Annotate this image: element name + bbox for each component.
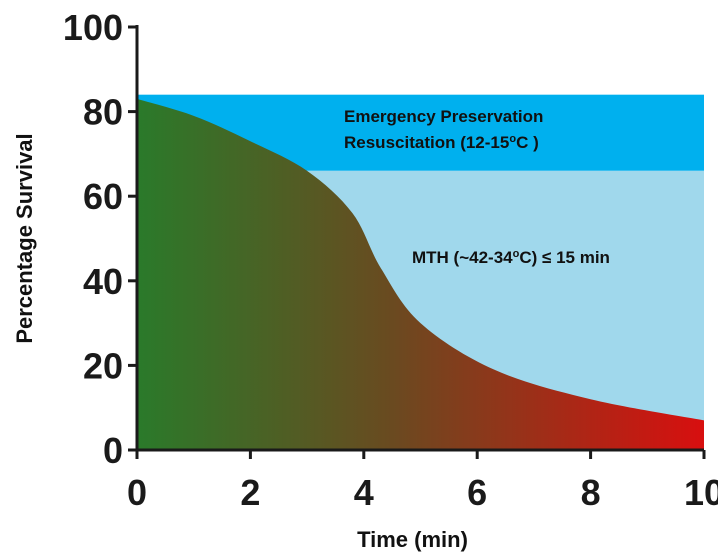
y-tick-label-0: 0	[103, 430, 123, 471]
y-tick-label-40: 40	[83, 261, 123, 302]
y-tick-label-60: 60	[83, 176, 123, 217]
ticks	[128, 25, 706, 459]
y-tick-label-100: 100	[63, 7, 123, 48]
mth-label-post: C) ≤ 15 min	[519, 248, 610, 267]
y-axis-title: Percentage Survival	[12, 133, 37, 343]
axes	[135, 25, 704, 452]
epr-label-line1: Emergency Preservation	[344, 107, 543, 126]
epr-label-line2: Resuscitation (12-15	[344, 133, 509, 152]
epr-region-label: Emergency Preservation Resuscitation (12…	[344, 107, 548, 152]
x-tick-label-0: 0	[127, 472, 147, 513]
epr-label-degree: o	[509, 133, 516, 145]
x-tick-label-2: 2	[240, 472, 260, 513]
tick-labels: 0 20 40 60 80 100 0 2 4 6 8 10	[63, 7, 718, 513]
mth-label-pre: MTH (~42-34	[412, 248, 513, 267]
x-tick-label-4: 4	[354, 472, 374, 513]
x-tick-label-6: 6	[467, 472, 487, 513]
x-axis-title: Time (min)	[357, 527, 468, 552]
x-tick-label-8: 8	[581, 472, 601, 513]
epr-label-end: C )	[516, 133, 539, 152]
y-tick-label-20: 20	[83, 345, 123, 386]
x-tick-label-10: 10	[684, 472, 718, 513]
y-tick-label-80: 80	[83, 92, 123, 133]
survival-area	[137, 98, 704, 450]
mth-label-degree: o	[513, 248, 520, 260]
mth-region-label: MTH (~42-34oC) ≤ 15 min	[412, 248, 610, 267]
